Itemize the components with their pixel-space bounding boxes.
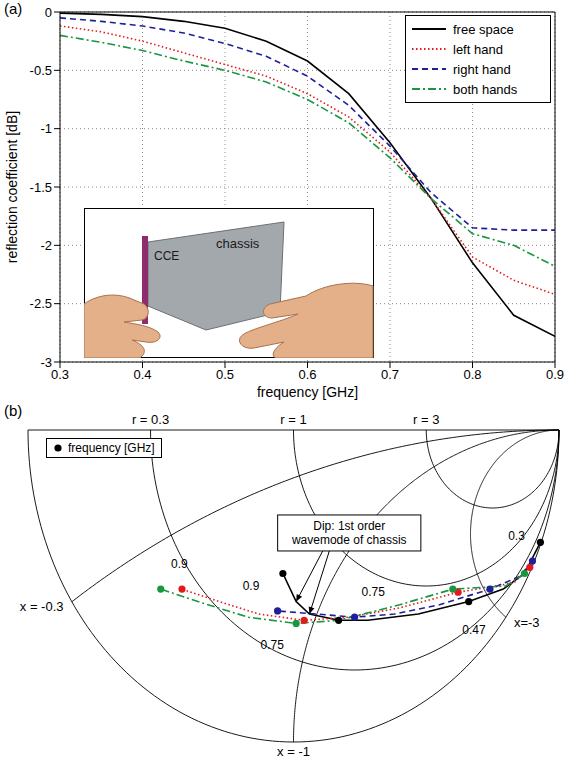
svg-text:x=-3: x=-3 — [514, 615, 540, 630]
svg-text:0.5: 0.5 — [216, 367, 234, 382]
svg-text:0.9: 0.9 — [243, 579, 260, 593]
svg-text:CCE: CCE — [154, 249, 179, 263]
html-text:free space: free space — [453, 21, 514, 37]
svg-text:0.4: 0.4 — [133, 367, 151, 382]
svg-text:0: 0 — [45, 5, 52, 20]
svg-text:r = 0.3: r = 0.3 — [132, 412, 169, 427]
html-text:left hand: left hand — [453, 41, 503, 57]
svg-text:-1.5: -1.5 — [30, 180, 52, 195]
svg-text:0.3: 0.3 — [51, 367, 69, 382]
html-text:right hand: right hand — [453, 61, 511, 77]
svg-text:reflection coefficient [dB]: reflection coefficient [dB] — [4, 111, 20, 263]
svg-text:r = 3: r = 3 — [413, 412, 439, 427]
svg-text:x = -1: x = -1 — [277, 744, 310, 759]
html-text:both hands: both hands — [453, 81, 518, 97]
html-text:(b): (b) — [4, 402, 23, 419]
svg-text:-1: -1 — [40, 121, 52, 136]
svg-text:wavemode of chassis: wavemode of chassis — [291, 533, 407, 547]
svg-text:0.9: 0.9 — [171, 557, 188, 571]
svg-text:chassis: chassis — [216, 236, 260, 251]
svg-text:-3: -3 — [40, 355, 52, 370]
svg-text:r = 1: r = 1 — [280, 412, 306, 427]
svg-text:-0.5: -0.5 — [30, 63, 52, 78]
svg-text:0.8: 0.8 — [463, 367, 481, 382]
svg-text:0.7: 0.7 — [381, 367, 399, 382]
svg-text:frequency [GHz]: frequency [GHz] — [257, 384, 358, 400]
svg-text:0.3: 0.3 — [508, 529, 525, 543]
svg-text:0.47: 0.47 — [462, 623, 486, 637]
svg-text:0.9: 0.9 — [546, 367, 564, 382]
svg-text:-2: -2 — [40, 238, 52, 253]
html-text:(a): (a) — [4, 0, 23, 17]
html-text:frequency [GHz]: frequency [GHz] — [68, 441, 155, 455]
svg-text:0.6: 0.6 — [298, 367, 316, 382]
svg-text:x = -0.3: x = -0.3 — [20, 599, 64, 614]
svg-text:-2.5: -2.5 — [30, 296, 52, 311]
svg-text:Dip: 1st order: Dip: 1st order — [313, 519, 385, 533]
svg-text:0.75: 0.75 — [261, 638, 285, 652]
svg-text:0.75: 0.75 — [361, 585, 385, 599]
